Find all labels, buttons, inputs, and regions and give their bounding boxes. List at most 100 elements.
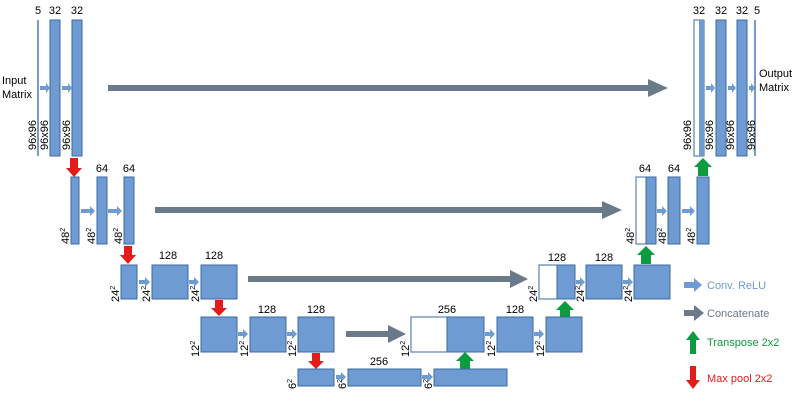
feature-block-l5-b <box>347 368 422 387</box>
channel-label-32: 32 <box>736 5 748 17</box>
concat-arrow <box>155 201 622 219</box>
legend: Conv. ReLU Concatenate Transpose 2x2 Max… <box>684 278 779 389</box>
dim-label-24: 242 <box>190 286 202 302</box>
dim-label-12: 122 <box>486 341 498 357</box>
dim-label-12: 122 <box>287 341 299 357</box>
channel-label-64: 64 <box>668 163 680 175</box>
feature-block-l3-b <box>151 264 189 300</box>
dim-label-48: 482 <box>657 228 669 244</box>
maxpool-legend-icon <box>686 366 700 389</box>
feature-block-r3-a-fill <box>556 264 576 300</box>
legend-item-transpose: Transpose 2x2 <box>686 331 779 354</box>
dim-label-48: 482 <box>625 228 637 244</box>
svg-text:122: 122 <box>535 341 547 357</box>
svg-text:122: 122 <box>486 341 498 357</box>
feature-block-r4-c <box>545 316 583 353</box>
dim-label-48: 482 <box>60 228 72 244</box>
svg-text:62: 62 <box>423 379 435 389</box>
output-matrix-label: Output Matrix <box>759 68 795 94</box>
upsample-arrow <box>556 301 574 318</box>
conv-arrow <box>189 277 199 287</box>
conv-arrow <box>534 329 544 339</box>
svg-text:242: 242 <box>141 286 153 302</box>
feature-block-l1-a <box>49 19 61 157</box>
conv-arrow <box>238 329 248 339</box>
maxpool-arrow <box>120 246 136 264</box>
dim-label-12: 122 <box>190 341 202 357</box>
legend-item-maxpool: Max pool 2x2 <box>686 366 772 389</box>
maxpool-arrow <box>308 353 324 369</box>
channel-label-32: 32 <box>715 5 727 17</box>
channel-label-128: 128 <box>307 304 325 316</box>
svg-text:62: 62 <box>337 379 349 389</box>
dim-label-96: 96x96 <box>725 120 737 150</box>
channel-label-64: 64 <box>123 163 135 175</box>
dim-label-96: 96x96 <box>704 120 716 150</box>
svg-text:242: 242 <box>623 286 635 302</box>
conv-arrow <box>485 329 495 339</box>
svg-text:482: 482 <box>60 228 72 244</box>
svg-text:242: 242 <box>528 286 540 302</box>
svg-text:482: 482 <box>86 228 98 244</box>
svg-text:482: 482 <box>625 228 637 244</box>
dim-label-48: 482 <box>113 228 125 244</box>
conv-arrow <box>139 277 150 287</box>
conv-arrow <box>657 206 667 216</box>
maxpool-arrow <box>211 300 227 316</box>
upsample-arrow <box>694 158 712 176</box>
dim-label-12: 122 <box>239 341 251 357</box>
svg-text:482: 482 <box>657 228 669 244</box>
svg-text:122: 122 <box>239 341 251 357</box>
channel-label-128: 128 <box>595 252 613 264</box>
dim-label-96: 96x96 <box>746 120 758 150</box>
dim-label-48: 482 <box>86 228 98 244</box>
feature-block-l2-b <box>96 176 108 245</box>
conv-arrow <box>576 277 585 287</box>
svg-text:242: 242 <box>110 286 122 302</box>
svg-text:122: 122 <box>190 341 202 357</box>
concat-arrow <box>346 325 406 343</box>
feature-block-l4-c <box>297 316 335 353</box>
feature-block-l5-a <box>297 368 335 387</box>
feature-block-l4-a <box>200 316 238 353</box>
dim-label-12: 122 <box>535 341 547 357</box>
conv-arrow <box>623 277 633 287</box>
conv-arrow <box>40 83 50 93</box>
feature-block-l1-b <box>71 19 83 157</box>
input-matrix-label: Input Matrix <box>2 75 32 101</box>
channel-label-5-in: 5 <box>35 5 41 17</box>
conv-arrow <box>287 329 297 339</box>
dim-label-6: 62 <box>337 379 349 389</box>
conv-arrow <box>422 372 433 382</box>
feature-block-out-b <box>715 19 727 157</box>
feature-block-r2-a-fill <box>645 176 657 245</box>
channel-label-128: 128 <box>205 250 223 262</box>
conv-arrow <box>706 83 715 93</box>
dim-label-48: 482 <box>686 228 698 244</box>
concat-arrow <box>108 79 668 97</box>
legend-item-concat: Concatenate <box>684 305 769 321</box>
feature-block-l2-a <box>70 176 80 245</box>
feature-block-l4-b <box>249 316 287 353</box>
upsample-arrow <box>637 246 655 264</box>
legend-label-concat: Concatenate <box>707 308 769 320</box>
conv-arrow <box>682 206 695 216</box>
svg-text:242: 242 <box>190 286 202 302</box>
feature-block-r3-c <box>633 264 671 300</box>
feature-block-r2-c <box>696 176 710 245</box>
dim-label-24: 242 <box>110 286 122 302</box>
concatenate-legend-icon <box>684 305 704 321</box>
conv-arrow <box>749 83 755 93</box>
concat-arrow <box>248 270 528 288</box>
conv-arrow <box>336 372 346 382</box>
dim-label-6: 62 <box>423 379 435 389</box>
svg-text:62: 62 <box>287 379 299 389</box>
legend-label-conv: Conv. ReLU <box>707 280 766 292</box>
svg-text:122: 122 <box>400 341 412 357</box>
conv-arrow <box>728 83 736 93</box>
dim-label-6: 62 <box>287 379 299 389</box>
channel-label-64: 64 <box>639 163 651 175</box>
feature-block-out-a-fill <box>699 20 704 156</box>
channel-label-32: 32 <box>49 5 61 17</box>
